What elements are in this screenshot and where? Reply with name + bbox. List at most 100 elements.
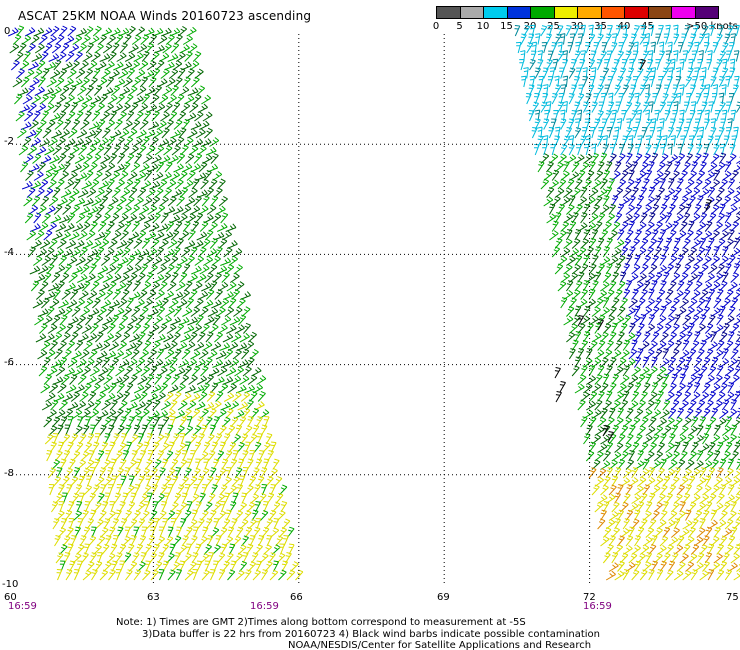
- wind-barb-west-1486: [105, 535, 112, 547]
- wind-barb-west-1527: [220, 543, 228, 555]
- wind-barb-west-453: [48, 196, 59, 207]
- wind-barb-west-104: [155, 59, 165, 71]
- wind-barb-west-1604: [158, 569, 165, 581]
- wind-barb-west-461: [116, 196, 127, 207]
- wind-barb-west-1055: [109, 399, 118, 411]
- wind-barb-west-1425: [60, 518, 68, 530]
- wind-barb-west-1303: [188, 476, 198, 487]
- wind-barb-west-253: [105, 119, 115, 130]
- wind-barb-west-1603: [150, 569, 159, 581]
- wind-barb-east-490: [682, 188, 693, 198]
- wind-barb-east-590: [565, 229, 573, 241]
- wind-barb-east-1014: [653, 399, 661, 411]
- wind-barb-west-464: [142, 196, 153, 207]
- wind-barb-west-1005: [125, 382, 134, 394]
- wind-barb-west-1043: [232, 391, 242, 402]
- wind-barb-west-812: [212, 314, 221, 326]
- wind-barb-west-559: [145, 231, 157, 241]
- wind-barb-east-1210: [631, 494, 642, 504]
- wind-barb-west-617: [231, 248, 243, 258]
- wind-barb-west-1257: [255, 458, 263, 470]
- wind-barb-west-639: [211, 255, 221, 266]
- wind-barb-west-1369: [50, 501, 59, 513]
- wind-barb-west-1009: [159, 382, 168, 394]
- wind-barb-west-151: [182, 76, 191, 88]
- wind-barb-west-957: [157, 366, 168, 377]
- wind-barb-west-730: [155, 290, 165, 300]
- wind-barb-west-95: [79, 60, 89, 71]
- wind-barb-west-554: [102, 229, 111, 241]
- wind-barb-west-433: [77, 188, 89, 198]
- wind-barb-east-1320: [716, 543, 724, 555]
- wind-barb-east-771: [628, 298, 638, 309]
- wind-barb-east-161: [562, 75, 569, 88]
- wind-barb-east-402: [736, 156, 740, 164]
- wind-barb-west-289: [30, 137, 41, 147]
- wind-barb-east-361: [583, 143, 590, 156]
- wind-barb-west-366: [96, 162, 107, 173]
- wind-barb-west-866: [248, 331, 257, 343]
- wind-barb-west-1061: [160, 400, 171, 411]
- wind-barb-east-171: [649, 75, 655, 88]
- wind-barb-west-574: [74, 240, 85, 249]
- wind-barb-west-1186: [109, 441, 116, 453]
- wind-barb-west-741: [32, 299, 44, 309]
- wind-barb-east-105: [519, 59, 525, 71]
- wind-barb-east-876: [648, 340, 658, 351]
- wind-barb-east-1085: [625, 433, 634, 445]
- wind-barb-east-1364: [682, 569, 692, 581]
- wind-barb-east-596: [617, 229, 625, 241]
- wind-barb-east-551: [614, 212, 623, 224]
- wind-barb-west-838: [226, 324, 237, 334]
- wind-barb-west-1474: [244, 526, 253, 538]
- wind-barb-east-253: [708, 101, 714, 113]
- wind-barb-west-993: [247, 374, 258, 385]
- wind-barb-west-370: [130, 162, 141, 173]
- wind-barb-west-352: [176, 153, 186, 164]
- wind-barb-east-446: [704, 171, 715, 181]
- wind-barb-east-529: [625, 204, 635, 215]
- wind-barb-east-609: [727, 229, 735, 241]
- wind-barb-east-522: [566, 204, 575, 215]
- wind-barb-west-84: [175, 52, 186, 62]
- wind-barb-west-367: [105, 162, 116, 173]
- wind-barb-west-1259: [272, 458, 280, 470]
- wind-barb-east-234: [545, 101, 552, 113]
- wind-barb-west-813: [221, 315, 232, 326]
- wind-barb-west-513: [160, 212, 169, 224]
- wind-barb-west-529: [97, 221, 107, 232]
- wind-barb-west-719: [61, 289, 71, 300]
- wind-barb-west-270: [59, 129, 70, 139]
- wind-barb-west-178: [39, 94, 49, 105]
- wind-barb-west-1429: [95, 518, 104, 530]
- wind-barb-east-1317: [690, 544, 700, 555]
- wind-barb-west-188: [124, 93, 134, 105]
- wind-barb-west-841: [35, 333, 47, 343]
- wind-barb-west-737: [214, 289, 223, 300]
- wind-barb-west-49: [60, 42, 70, 54]
- wind-barb-west-1516: [127, 543, 135, 555]
- wind-barb-west-176: [22, 94, 33, 105]
- wind-barb-west-65: [14, 51, 24, 62]
- contaminated-barb-8: [705, 199, 712, 211]
- wind-barb-east-833: [628, 322, 636, 334]
- wind-barb-west-1552: [191, 552, 199, 564]
- wind-barb-east-564: [724, 212, 732, 224]
- wind-barb-east-722: [574, 280, 583, 292]
- wind-barb-west-547: [43, 229, 53, 241]
- note-line-3: NOAA/NESDIS/Center for Satellite Applica…: [288, 640, 592, 650]
- wind-barb-west-262: [182, 118, 190, 130]
- wind-barb-west-1022: [53, 392, 65, 402]
- wind-barb-west-742: [41, 297, 50, 309]
- wind-barb-west-902: [122, 349, 133, 360]
- wind-barb-west-485: [121, 205, 132, 215]
- wind-barb-west-542: [208, 221, 218, 232]
- wind-barb-west-327: [154, 145, 165, 156]
- wind-barb-west-146: [139, 76, 148, 88]
- wind-barb-east-48: [699, 33, 706, 45]
- wind-barb-west-716: [35, 289, 45, 300]
- wind-barb-east-981: [702, 382, 711, 394]
- wind-barb-west-898: [88, 349, 98, 360]
- wind-barb-west-1054: [101, 400, 111, 411]
- wind-barb-west-609: [164, 248, 175, 258]
